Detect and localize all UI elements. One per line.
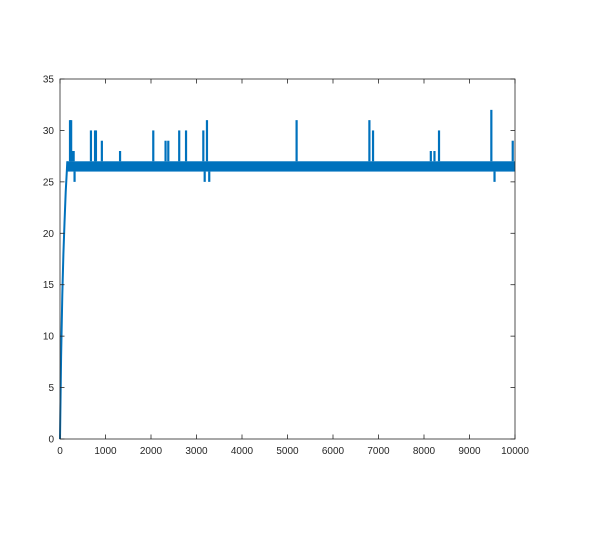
x-tick-label: 5000 — [276, 446, 299, 457]
x-tick-label: 4000 — [231, 446, 254, 457]
y-tick-label: 35 — [43, 75, 55, 86]
y-tick-label: 20 — [43, 229, 55, 240]
x-tick-label: 0 — [57, 446, 63, 457]
series-band — [66, 161, 515, 172]
y-tick-label: 25 — [43, 177, 55, 188]
y-tick-label: 10 — [43, 332, 55, 343]
x-tick-label: 1000 — [94, 446, 117, 457]
x-tick-label: 7000 — [367, 446, 390, 457]
series-ramp-line — [59, 161, 69, 440]
x-tick-label: 10000 — [501, 446, 529, 457]
axes-layer: 0 1000 2000 3000 4000 5000 6000 7000 8000 9000 100… — [43, 75, 529, 458]
y-tick-label: 5 — [48, 383, 54, 394]
plot-area-background — [60, 79, 515, 439]
y-tick-label: 30 — [43, 126, 55, 137]
y-tick-label: 15 — [43, 280, 55, 291]
x-tick-label: 8000 — [413, 446, 436, 457]
x-tick-label: 6000 — [322, 446, 345, 457]
x-tick-label: 2000 — [140, 446, 163, 457]
x-tick-label: 9000 — [458, 446, 481, 457]
series-layer — [59, 109, 515, 440]
y-tick-label: 0 — [48, 435, 54, 446]
x-tick-label: 3000 — [185, 446, 208, 457]
